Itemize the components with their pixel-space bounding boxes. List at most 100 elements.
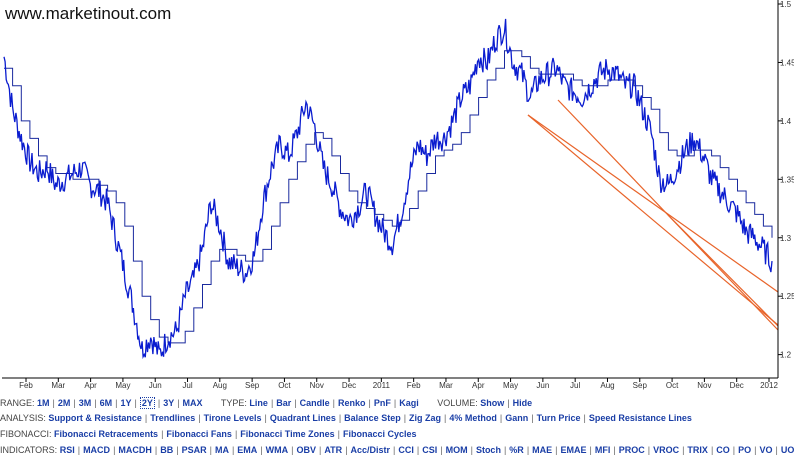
type-link-renko[interactable]: Renko xyxy=(338,398,366,408)
analysis-link-gann[interactable]: Gann xyxy=(505,413,529,423)
indicators-link-bb[interactable]: BB xyxy=(160,445,174,455)
indicators-link-r[interactable]: %R xyxy=(509,445,524,455)
price-chart: www.marketinout.com 1.5 1.45 1.4 1.35 1.3 1.2… xyxy=(2,0,794,390)
range-link-6m[interactable]: 6M xyxy=(99,398,113,408)
separator: | xyxy=(332,398,335,408)
x-tick-label: Apr xyxy=(472,381,485,390)
indicators-link-stoch[interactable]: Stoch xyxy=(475,445,501,455)
indicators-label: INDICATORS: xyxy=(0,445,58,455)
range-link-1y[interactable]: 1Y xyxy=(120,398,132,408)
analysis-link-support-resistance[interactable]: Support & Resistance xyxy=(48,413,142,423)
fibonacci-label: FIBONACCI: xyxy=(0,429,52,439)
separator: | xyxy=(134,398,137,408)
indicators-link-csi[interactable]: CSI xyxy=(422,445,438,455)
fibonacci-link-fibonacci-cycles[interactable]: Fibonacci Cycles xyxy=(342,429,417,439)
indicators-link-wma[interactable]: WMA xyxy=(265,445,289,455)
indicators-link-ema[interactable]: EMA xyxy=(237,445,258,455)
trendline xyxy=(667,214,779,327)
indicators-link-mom[interactable]: MOM xyxy=(445,445,468,455)
range-link-2y[interactable]: 2Y xyxy=(139,397,155,409)
separator: | xyxy=(555,445,558,455)
indicators-link-cci[interactable]: CCI xyxy=(398,445,414,455)
watermark: www.marketinout.com xyxy=(4,4,171,23)
separator: | xyxy=(231,445,235,455)
indicators-link-psar[interactable]: PSAR xyxy=(181,445,207,455)
x-tick-label: 2012 xyxy=(760,381,778,390)
indicators-link-co[interactable]: CO xyxy=(716,445,730,455)
indicators-link-obv[interactable]: OBV xyxy=(296,445,316,455)
type-link-pnf[interactable]: PnF xyxy=(373,398,391,408)
separator: | xyxy=(531,413,534,423)
indicators-link-trix[interactable]: TRIX xyxy=(687,445,708,455)
indicators-link-vo[interactable]: VO xyxy=(759,445,773,455)
analysis-link-balance-step[interactable]: Balance Step xyxy=(344,413,401,423)
volume-link-hide[interactable]: Hide xyxy=(512,398,533,408)
indicators-link-mfi[interactable]: MFI xyxy=(594,445,611,455)
x-tick-label: 2011 xyxy=(373,381,391,390)
separator: | xyxy=(345,445,348,455)
x-tick-label: Jul xyxy=(182,381,192,390)
separator: | xyxy=(291,445,294,455)
separator: | xyxy=(403,413,407,423)
indicators-link-macdh[interactable]: MACDH xyxy=(118,445,152,455)
x-tick-label: Mar xyxy=(439,381,453,390)
fibonacci-link-fibonacci-time-zones[interactable]: Fibonacci Time Zones xyxy=(240,429,335,439)
separator: | xyxy=(52,398,55,408)
separator: | xyxy=(319,445,322,455)
type-link-bar[interactable]: Bar xyxy=(276,398,292,408)
indicators-link-ma[interactable]: MA xyxy=(214,445,229,455)
volume-link-show[interactable]: Show xyxy=(480,398,505,408)
separator: | xyxy=(161,429,164,439)
x-axis: Feb Mar Apr May Jun Jul Aug Sep Oct Nov Dec 2011 Feb… xyxy=(2,377,778,390)
fibonacci-link-fibonacci-retracements[interactable]: Fibonacci Retracements xyxy=(54,429,159,439)
range-link-3y[interactable]: 3Y xyxy=(163,398,175,408)
range-link-1m[interactable]: 1M xyxy=(37,398,50,408)
separator: | xyxy=(470,445,473,455)
indicators-link-mae[interactable]: MAE xyxy=(532,445,553,455)
range-link-max[interactable]: MAX xyxy=(182,398,203,408)
x-tick-label: Jun xyxy=(149,381,162,390)
separator: | xyxy=(157,398,161,408)
analysis-link-tirone-levels[interactable]: Tirone Levels xyxy=(203,413,262,423)
indicators-link-acc-distr[interactable]: Acc/Distr xyxy=(350,445,391,455)
analysis-link-quadrant-lines[interactable]: Quadrant Lines xyxy=(269,413,336,423)
separator: | xyxy=(589,445,592,455)
indicators-link-vroc[interactable]: VROC xyxy=(653,445,680,455)
x-tick-label: May xyxy=(115,381,130,390)
indicators-link-macd[interactable]: MACD xyxy=(83,445,111,455)
analysis-link-speed-resistance-lines[interactable]: Speed Resistance Lines xyxy=(588,413,692,423)
indicators-link-emae[interactable]: EMAE xyxy=(560,445,587,455)
indicators-link-atr[interactable]: ATR xyxy=(324,445,343,455)
separator: | xyxy=(444,413,447,423)
indicators-link-po[interactable]: PO xyxy=(738,445,752,455)
analysis-link-turn-price[interactable]: Turn Price xyxy=(536,413,581,423)
trendline xyxy=(527,114,779,293)
analysis-link-zig-zag[interactable]: Zig Zag xyxy=(409,413,442,423)
separator: | xyxy=(234,429,238,439)
series-line-price xyxy=(3,18,773,360)
x-tick-label: Oct xyxy=(278,381,291,390)
indicators-link-proc[interactable]: PROC xyxy=(618,445,645,455)
range-link-2m[interactable]: 2M xyxy=(57,398,71,408)
volume-label: VOLUME: xyxy=(437,398,478,408)
range-link-3m[interactable]: 3M xyxy=(78,398,92,408)
fibonacci-link-fibonacci-fans[interactable]: Fibonacci Fans xyxy=(166,429,232,439)
indicators-link-uo[interactable]: UO xyxy=(780,445,794,455)
type-link-candle[interactable]: Candle xyxy=(299,398,330,408)
range-type-volume-bar: RANGE: 1M | 2M | 3M | 6M | 1Y | 2Y | 3Y | MAX TYPE: Li… xyxy=(0,395,794,411)
analysis-link-4-method[interactable]: 4% Method xyxy=(449,413,497,423)
type-link-line[interactable]: Line xyxy=(249,398,268,408)
analysis-link-trendlines[interactable]: Trendlines xyxy=(150,413,196,423)
x-tick-label: Oct xyxy=(666,381,679,390)
trendline xyxy=(527,114,779,326)
separator: | xyxy=(499,413,503,423)
x-tick-label: Dec xyxy=(730,381,744,390)
indicators-link-rsi[interactable]: RSI xyxy=(59,445,75,455)
separator: | xyxy=(337,429,340,439)
x-tick-label: Nov xyxy=(697,381,711,390)
separator: | xyxy=(507,398,510,408)
type-link-kagi[interactable]: Kagi xyxy=(399,398,419,408)
x-tick-label: Sep xyxy=(245,381,260,390)
separator: | xyxy=(732,445,736,455)
trendlines xyxy=(527,99,779,331)
